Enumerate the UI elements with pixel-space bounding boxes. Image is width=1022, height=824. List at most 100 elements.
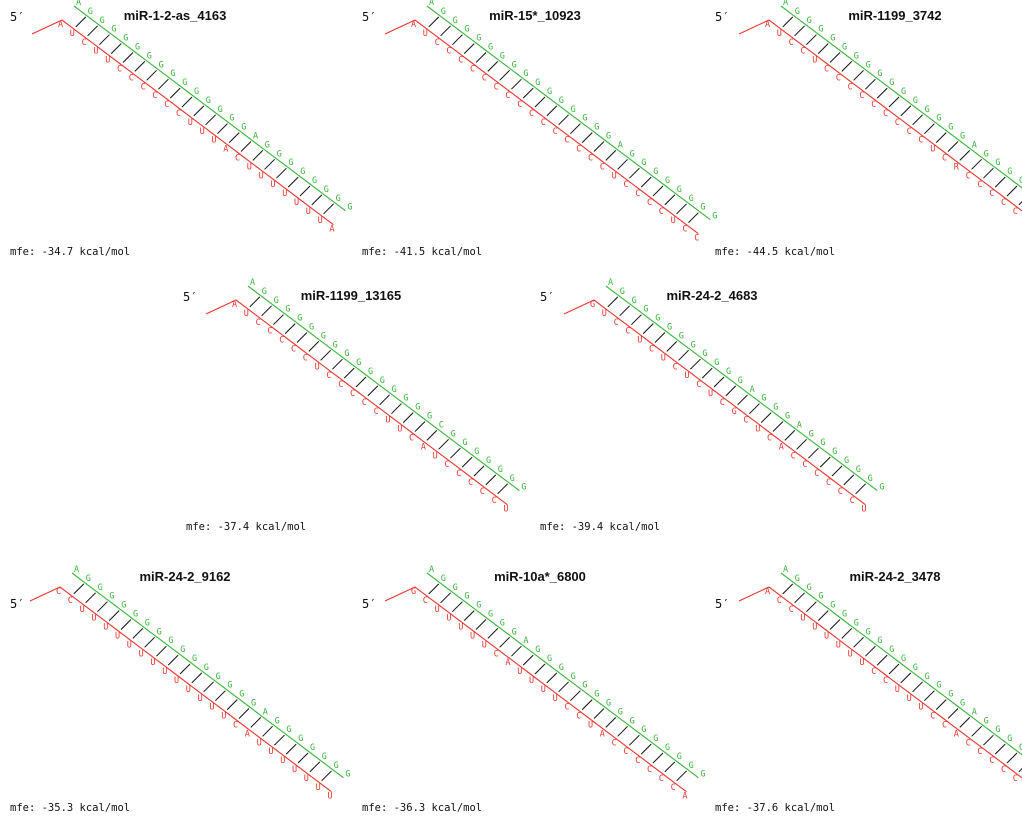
mirna-base: C [338,380,343,390]
target-base: G [333,340,338,350]
mirna-base: C [600,162,605,172]
target-base: G [995,158,1000,168]
five-prime-label: 5′ [362,597,376,611]
target-base: G [689,761,694,771]
target-base: G [844,456,849,466]
mirna-base: U [103,623,108,633]
target-base: G [630,716,635,726]
mirna-base: A [232,300,237,310]
base-pair-bond [73,583,85,595]
target-base: G [298,734,303,744]
mirna-base: C [871,667,876,677]
base-pair-bond [274,734,285,746]
target-base: G [476,34,481,44]
mirna-base: U [315,362,320,372]
base-pair-bond [865,645,876,657]
base-pair-bond [85,592,96,604]
base-pair-bond [760,412,772,423]
base-pair-bond [1018,200,1022,206]
mirna-base: U [529,676,534,686]
base-pair-bond [782,16,794,28]
target-base: G [594,123,599,133]
mirna-base: A [765,20,770,30]
base-pair-bond [191,672,203,684]
base-pair-bond [156,645,167,657]
mirna-base: U [280,756,285,766]
target-base: A [429,0,434,8]
mirna-base: U [397,425,402,435]
target-base: G [310,743,315,753]
target-base: G [854,618,859,628]
panel-title: miR-10a*_6800 [494,569,586,584]
base-pair-bond [144,636,155,648]
base-pair-bond [888,663,900,675]
base-pair-bond [806,601,817,613]
base-pair-bond [87,25,98,37]
mirna-base: U [482,640,487,650]
target-base: A [618,140,623,150]
base-pair-bond [463,610,475,621]
target-base: A [74,565,79,575]
mirna-base: C [291,345,296,355]
base-pair-bond [688,212,699,224]
base-pair-bond [122,52,134,63]
target-base: G [655,314,660,324]
target-base: G [889,78,894,88]
mirna-base: C [966,738,971,748]
target-base: G [606,132,611,142]
mirna-base: C [1013,774,1018,784]
base-pair-bond [829,619,841,630]
target-base: G [889,645,894,655]
target-base: G [488,43,493,53]
target-base: G [344,349,349,359]
target-base: G [818,25,823,35]
mirna-base: C [942,721,947,731]
mirna-base: U [602,309,607,319]
target-base: G [111,25,116,35]
mirna-base: C [1013,207,1018,217]
target-base: G [218,105,223,115]
mirna-base: C [614,318,619,328]
target-base: G [795,7,800,17]
base-pair-bond [924,690,935,702]
target-base: G [618,707,623,717]
base-pair-bond [690,358,701,370]
mirna-base: U [637,336,642,346]
base-pair-bond [784,430,796,441]
target-base: A [253,132,258,142]
mirna-base: U [200,127,205,137]
mirna-backbone [31,19,334,226]
mirna-base: G [590,300,595,310]
base-pair-bond [983,734,994,746]
base-pair-bond [522,87,534,99]
mirna-backbone [738,19,1022,212]
mirna-base: A [329,225,334,235]
base-pair-bond [414,421,426,432]
base-pair-bond [499,69,510,81]
target-base: G [960,132,965,142]
base-pair-bond [664,761,676,773]
target-base: G [274,296,279,306]
base-pair-bond [193,105,205,117]
mfe-label: mfe: -34.7 kcal/mol [10,246,130,258]
mirna-base: C [623,747,628,757]
base-pair-bond [853,69,864,81]
target-base: G [498,465,503,475]
target-base: G [180,645,185,655]
target-base: G [984,716,989,726]
mirna-base: U [503,505,508,515]
target-base: G [192,654,197,664]
target-base: G [925,105,930,115]
target-base: A [76,0,81,8]
target-base: G [309,323,314,333]
mirna-base: U [282,189,287,199]
target-base: G [297,314,302,324]
base-pair-bond [75,16,87,28]
base-pair-bond [737,394,748,406]
mirna-base: U [470,632,475,642]
target-base: C [439,420,444,430]
target-base: G [300,167,305,177]
base-pair-bond [440,25,451,37]
target-base: G [1007,734,1012,744]
